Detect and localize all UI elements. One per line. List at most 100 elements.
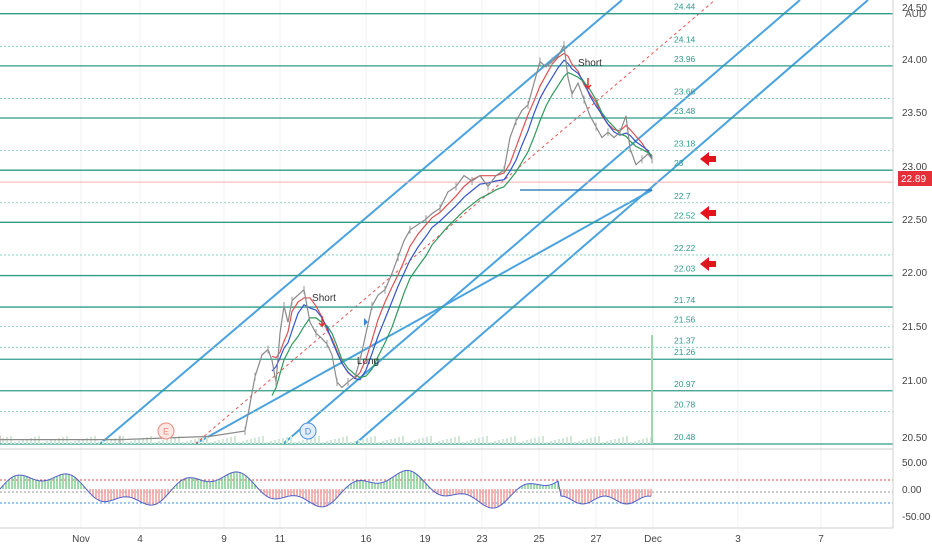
volume-bar [30, 438, 32, 444]
volume-bar [338, 438, 340, 444]
time-tick-label: Nov [72, 534, 90, 545]
volume-bar [218, 440, 220, 444]
volume-bar [102, 441, 104, 444]
volume-bar [634, 441, 636, 444]
volume-bar [266, 442, 268, 444]
currency-label: AUD [905, 9, 926, 20]
volume-bar [586, 439, 588, 444]
volume-bar [6, 437, 8, 444]
volume-bar [590, 438, 592, 444]
volume-bar [406, 442, 408, 444]
volume-bar [486, 436, 488, 444]
volume-bar [238, 442, 240, 444]
volume-bar [358, 440, 360, 444]
osc-tick-label: 50.00 [902, 458, 927, 469]
volume-bar [546, 442, 548, 444]
price-tick-label: 21.00 [902, 376, 927, 387]
volume-bar [598, 436, 600, 444]
level-label: 24.44 [674, 2, 696, 12]
volume-bar [498, 440, 500, 444]
horizontal-levels: 24.44 24.14 23.96 23.66 23.48 23.18 23 22.7 22.5… [0, 2, 893, 445]
event-marker-circle [299, 422, 317, 440]
volume-bar [214, 441, 216, 444]
volume-bar [610, 440, 612, 444]
volume-bar [506, 438, 508, 444]
volume-bar [626, 436, 628, 444]
volume-bar [42, 442, 44, 444]
event-marker-label: E [163, 427, 169, 437]
volume-bar [426, 437, 428, 444]
event-marker-circle [157, 422, 175, 440]
volume-bar [594, 437, 596, 444]
volume-bar [282, 438, 284, 444]
time-tick-label: 3 [735, 534, 741, 545]
volume-bar [154, 442, 156, 444]
volume-bar [534, 438, 536, 444]
time-tick-label: 4 [137, 534, 143, 545]
volume-bar [478, 438, 480, 444]
volume-bar [582, 440, 584, 444]
volume-bar [602, 442, 604, 444]
volume-bar [362, 439, 364, 444]
short-arrow-icon [584, 78, 592, 90]
volume-bar [46, 441, 48, 444]
time-tick-label: 25 [533, 534, 545, 545]
long-marker-icon [364, 318, 368, 326]
volume-bar [230, 437, 232, 444]
osc-line [0, 469, 652, 509]
volume-bar [182, 442, 184, 444]
volume-bar [18, 441, 20, 444]
level-label: 21.74 [674, 295, 696, 305]
oscillator-panel: 50.00 0.00 -50.00 [0, 458, 931, 523]
volume-bar [574, 442, 576, 444]
volume-bar [374, 436, 376, 444]
volume-bar [418, 439, 420, 444]
price-tick-label: 20.50 [902, 433, 927, 444]
volume-bar [454, 437, 456, 444]
volume-bar [522, 441, 524, 444]
level-label: 23 [674, 158, 684, 168]
volume-bar [298, 441, 300, 444]
volume-bar [530, 439, 532, 444]
volume-bar [330, 440, 332, 444]
volume-bar [314, 437, 316, 444]
volume-bar [90, 437, 92, 444]
volume-bar [398, 437, 400, 444]
volume-bar [166, 439, 168, 444]
volume-bar [186, 441, 188, 444]
volume-bar [354, 441, 356, 444]
annotations: Short Long Short E D [157, 58, 716, 440]
time-tick-label: Dec [644, 534, 662, 545]
volume-bar [482, 437, 484, 444]
volume-bar [50, 440, 52, 444]
volume-bar [550, 441, 552, 444]
volume-bar [54, 439, 56, 444]
level-label: 21.26 [674, 347, 696, 357]
volume-bar [310, 438, 312, 444]
volume-bar [226, 438, 228, 444]
volume-bar [206, 436, 208, 444]
volume-bar [194, 439, 196, 444]
volume-bar [502, 439, 504, 444]
level-label: 23.48 [674, 106, 696, 116]
time-tick-label: 27 [590, 534, 602, 545]
volume-bar [278, 439, 280, 444]
osc-tick-label: 0.00 [902, 485, 922, 496]
price-series [0, 41, 653, 444]
price-tick-label: 24.50 [902, 3, 927, 14]
volume-bar [62, 437, 64, 444]
volume-bar [438, 441, 440, 444]
volume-bar [198, 438, 200, 444]
volume-bar [630, 442, 632, 444]
annotation-label: Long [357, 356, 379, 367]
osc-tick-label: -50.00 [902, 512, 931, 523]
volume-bar [378, 442, 380, 444]
volume-bar [514, 436, 516, 444]
volume-bar [334, 439, 336, 444]
volume-bar [138, 439, 140, 444]
volume-bar [34, 437, 36, 444]
volume-bar [130, 441, 132, 444]
volume-bar [26, 439, 28, 444]
attention-arrow-icon [700, 152, 716, 166]
